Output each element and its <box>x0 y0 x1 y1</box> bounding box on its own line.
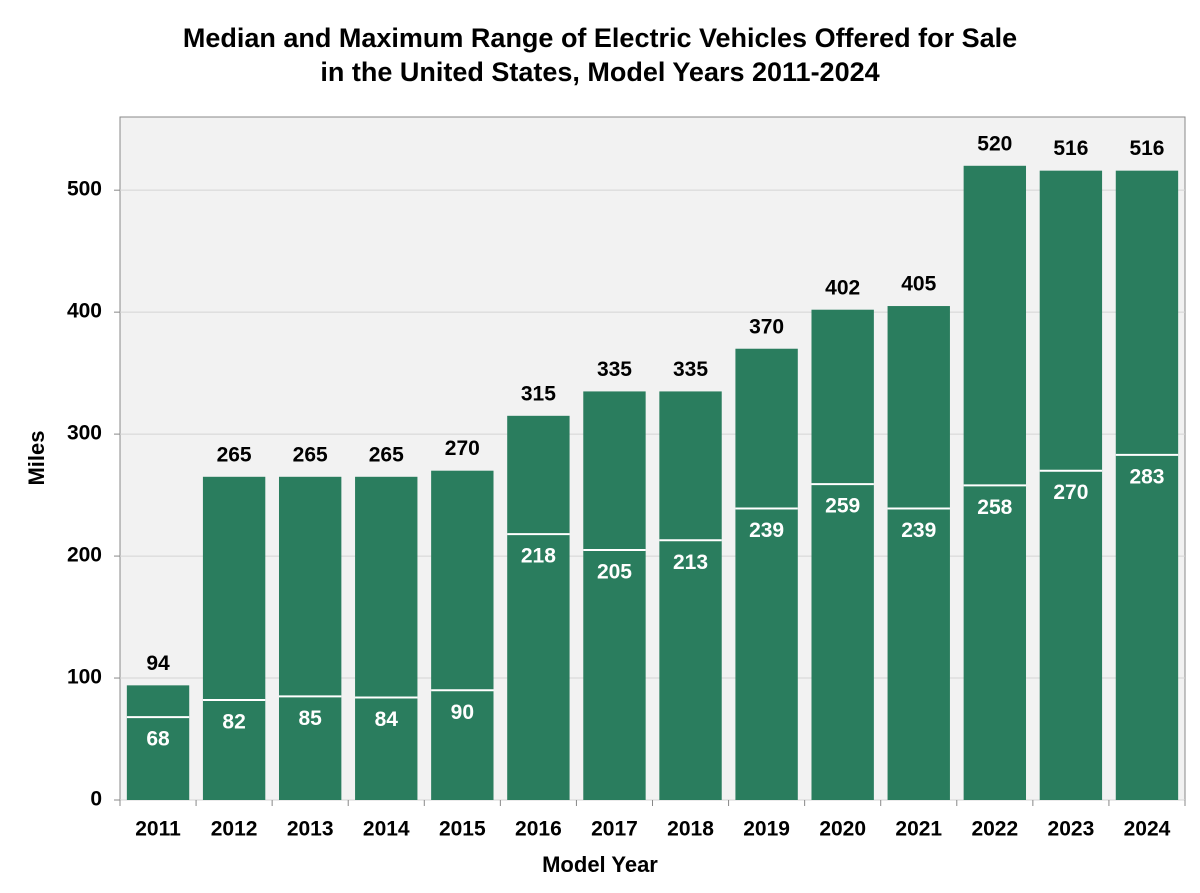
x-tick-label: 2011 <box>135 818 181 841</box>
y-tick-label: 400 <box>67 300 102 323</box>
value-label: 265 <box>369 443 404 466</box>
median-label: 258 <box>977 496 1012 519</box>
bar <box>507 415 570 800</box>
bar <box>887 306 950 800</box>
bar <box>126 685 190 800</box>
median-label: 270 <box>1053 481 1088 504</box>
median-label: 68 <box>146 728 170 751</box>
value-label: 270 <box>445 437 480 460</box>
median-label: 82 <box>222 711 245 734</box>
y-tick-label: 500 <box>67 178 102 201</box>
x-tick-label: 2022 <box>971 818 1018 841</box>
bar <box>355 476 418 800</box>
median-label: 90 <box>451 701 474 724</box>
bar <box>583 391 646 800</box>
value-label: 265 <box>293 443 328 466</box>
bar <box>659 391 722 800</box>
x-tick-label: 2014 <box>363 818 410 841</box>
x-tick-label: 2021 <box>895 818 942 841</box>
median-label: 85 <box>298 707 322 730</box>
bar <box>278 476 342 800</box>
value-label: 520 <box>977 132 1012 155</box>
x-tick-label: 2012 <box>211 818 258 841</box>
median-label: 259 <box>825 495 860 518</box>
median-label: 283 <box>1129 465 1164 488</box>
chart-title: Median and Maximum Range of Electric Veh… <box>183 23 1017 53</box>
median-label: 239 <box>749 519 784 542</box>
bar <box>202 476 266 800</box>
x-tick-label: 2019 <box>743 818 790 841</box>
value-label: 335 <box>673 358 708 381</box>
bar <box>1115 170 1179 800</box>
value-label: 405 <box>901 273 936 296</box>
y-axis-label: Miles <box>24 430 49 485</box>
value-label: 402 <box>825 276 860 299</box>
x-tick-label: 2015 <box>439 818 486 841</box>
value-label: 265 <box>217 443 252 466</box>
y-tick-label: 0 <box>90 788 102 811</box>
y-tick-label: 100 <box>67 666 102 689</box>
value-label: 370 <box>749 315 784 338</box>
x-tick-label: 2024 <box>1124 818 1171 841</box>
median-label: 239 <box>901 519 936 542</box>
value-label: 516 <box>1129 137 1164 160</box>
chart-title: in the United States, Model Years 2011-2… <box>320 57 879 87</box>
bar <box>735 348 798 800</box>
bar <box>963 165 1027 801</box>
x-tick-label: 2020 <box>819 818 866 841</box>
x-tick-label: 2018 <box>667 818 714 841</box>
x-tick-label: 2013 <box>287 818 334 841</box>
x-tick-label: 2017 <box>591 818 638 841</box>
median-label: 205 <box>597 561 632 584</box>
value-label: 315 <box>521 382 556 405</box>
median-label: 213 <box>673 551 708 574</box>
value-label: 516 <box>1053 137 1088 160</box>
x-tick-label: 2023 <box>1048 818 1095 841</box>
median-label: 218 <box>521 545 556 568</box>
bar <box>1039 170 1103 800</box>
median-label: 84 <box>375 708 399 731</box>
x-axis-label: Model Year <box>542 852 658 877</box>
y-tick-label: 300 <box>67 422 102 445</box>
value-label: 335 <box>597 358 632 381</box>
value-label: 94 <box>146 652 170 675</box>
x-tick-label: 2016 <box>515 818 562 841</box>
bar <box>811 309 874 800</box>
y-tick-label: 200 <box>67 544 102 567</box>
bar <box>431 470 494 800</box>
